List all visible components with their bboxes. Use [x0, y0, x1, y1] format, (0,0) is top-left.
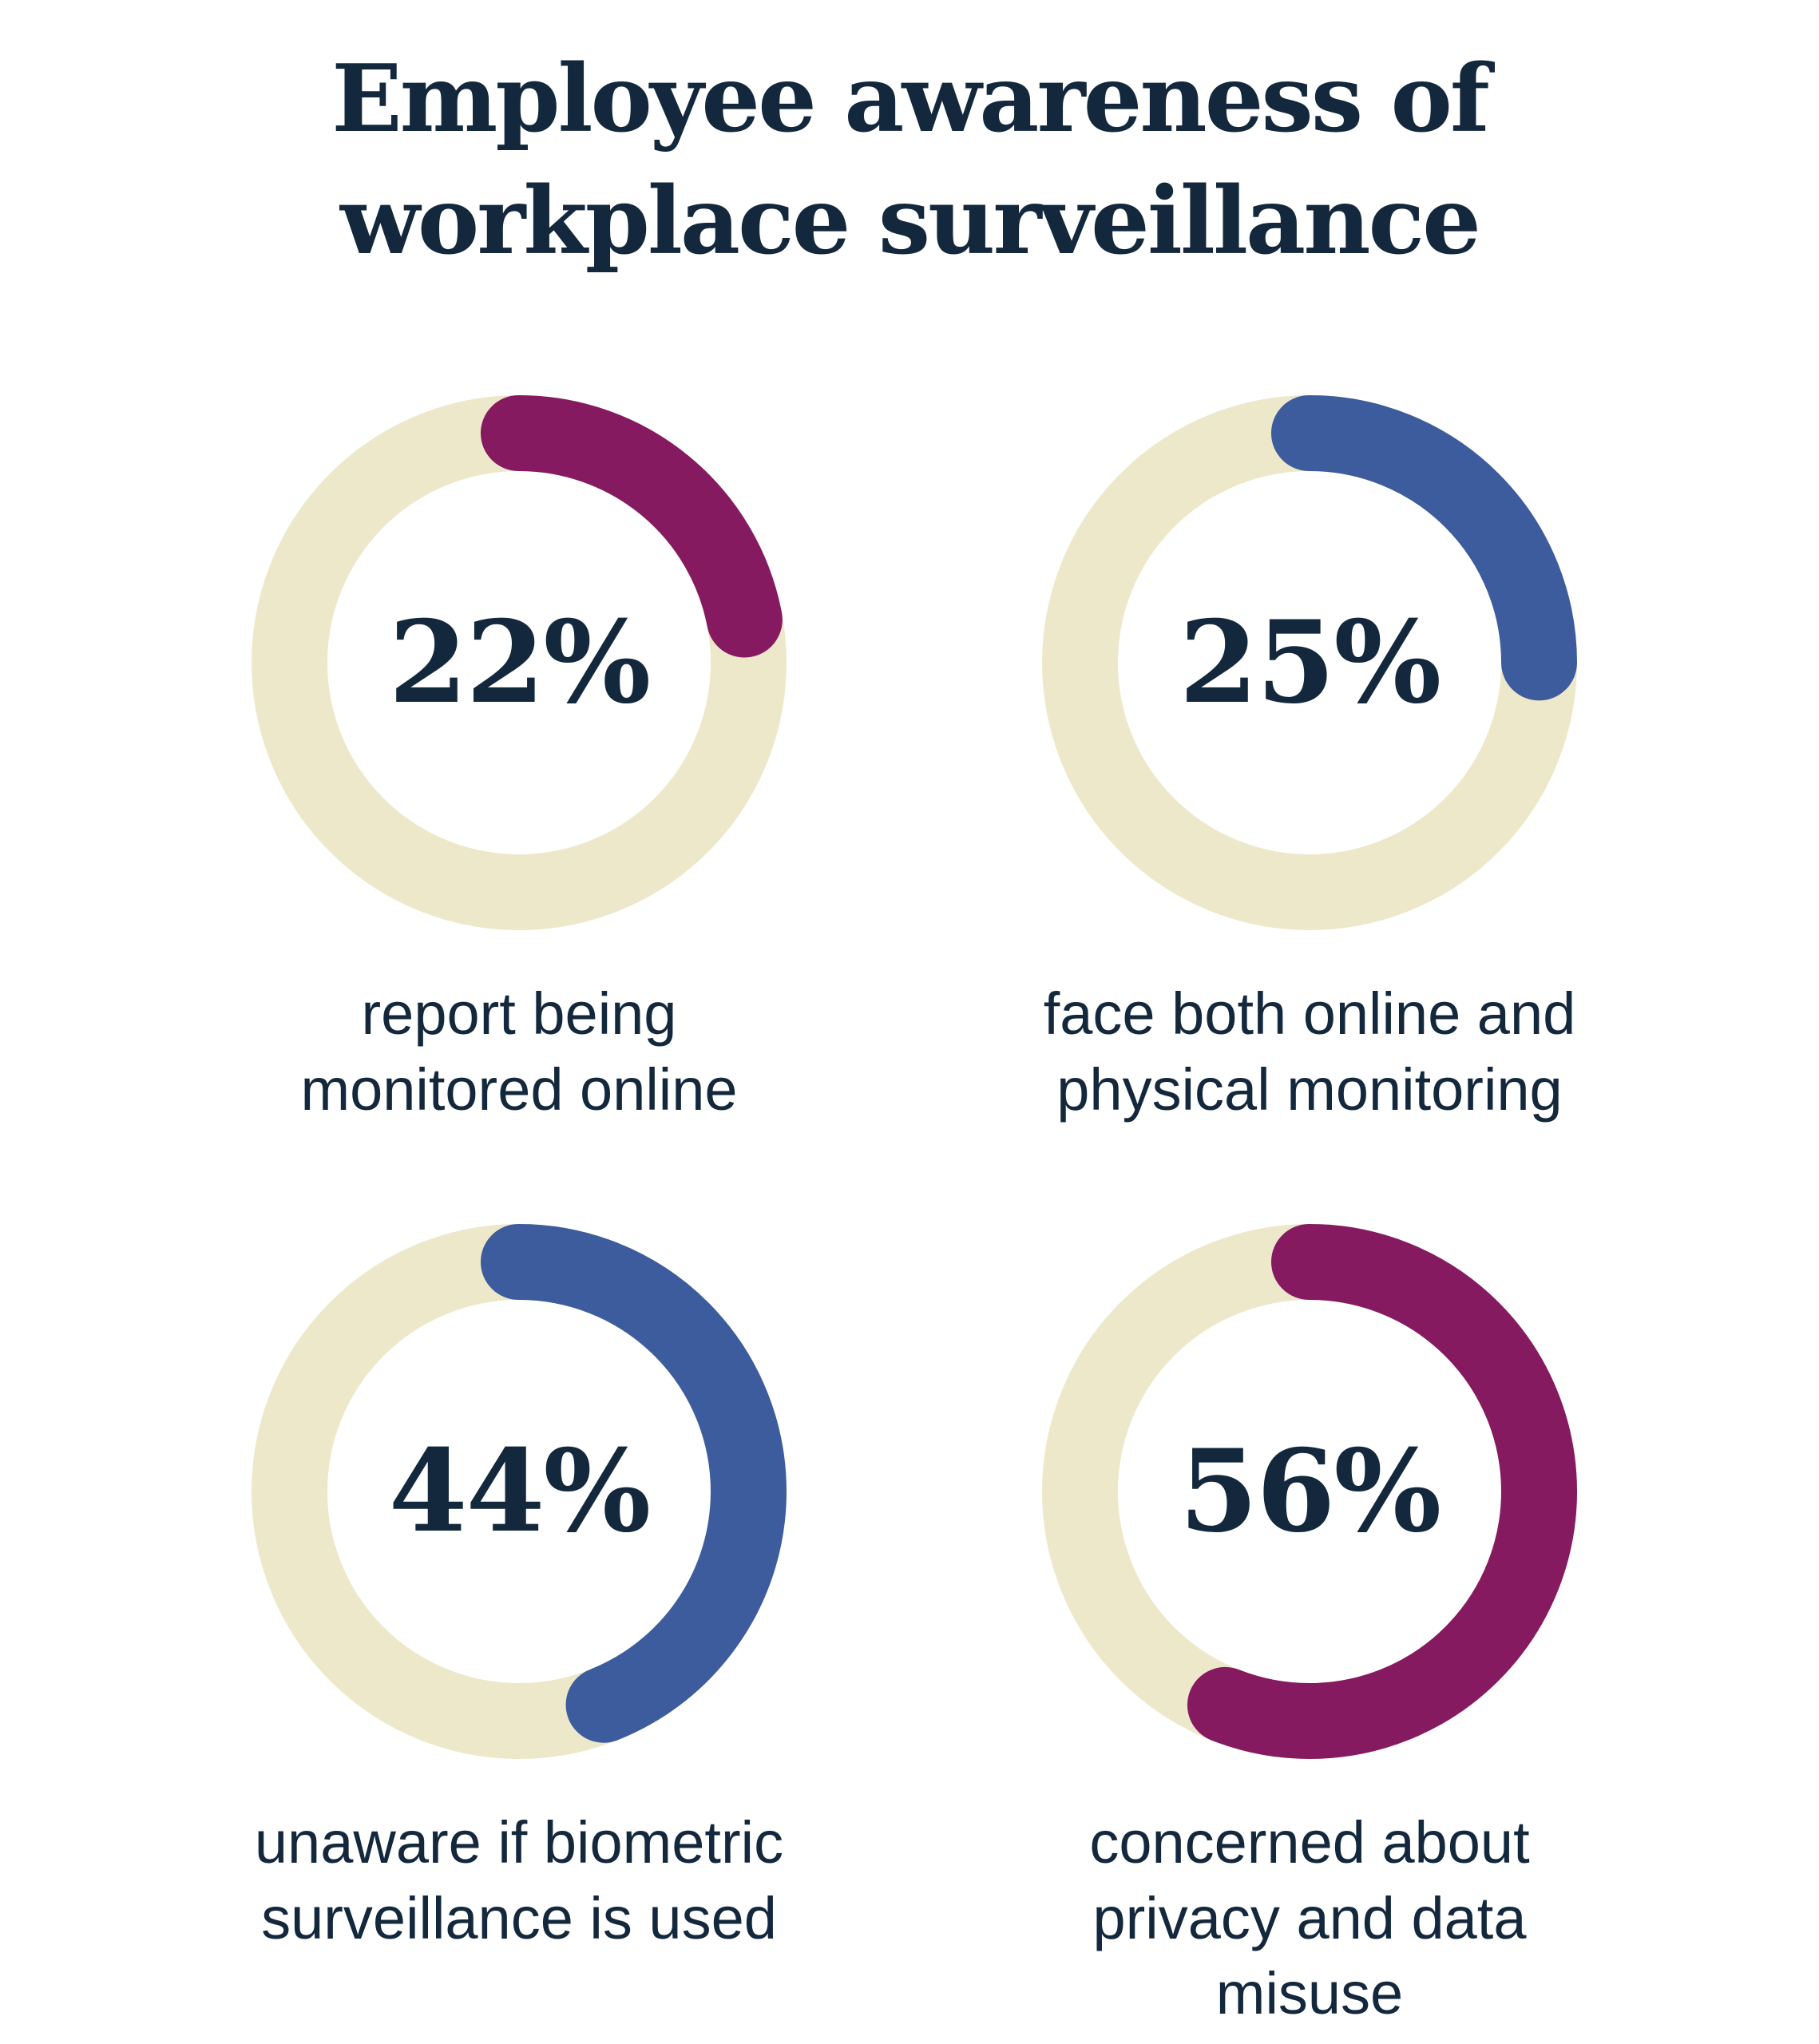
donut-ring: 22%: [252, 395, 787, 930]
donut-chart-online-physical-monitoring: 25% face both online and physical monitor…: [998, 395, 1621, 1127]
donut-caption: face both online and physical monitoring: [998, 976, 1621, 1127]
page-title-line-2: workplace surveillance: [340, 167, 1481, 276]
donut-arc: [252, 395, 787, 930]
percent-value: 25%: [1179, 596, 1442, 729]
donut-svg: [1042, 395, 1577, 930]
donut-arc: [1042, 1224, 1577, 1759]
percent-value: 56%: [1179, 1425, 1442, 1558]
percent-value: 44%: [388, 1425, 652, 1558]
caption-line-2: monitored online: [300, 1056, 738, 1123]
page-title: Employee awareness of workplace surveilla…: [0, 38, 1819, 283]
donut-caption: concerned about privacy and data misuse: [998, 1805, 1621, 2032]
page-title-line-1: Employee awareness of: [331, 45, 1490, 153]
caption-line-1: report being: [361, 980, 677, 1047]
caption-line-2: physical monitoring: [1056, 1056, 1563, 1123]
caption-line-2: surveillance is used: [261, 1884, 777, 1951]
caption-line-1: unaware if biometric: [254, 1809, 784, 1876]
donut-svg: [252, 1224, 787, 1759]
caption-line-1: face both online and: [1043, 980, 1576, 1047]
donut-arc: [252, 1224, 787, 1759]
donut-ring: 56%: [1042, 1224, 1577, 1759]
donut-svg: [1042, 1224, 1577, 1759]
donut-chart-monitored-online: 22% report being monitored online: [208, 395, 830, 1127]
donut-caption: unaware if biometric surveillance is used: [208, 1805, 830, 1956]
donut-ring: 25%: [1042, 395, 1577, 930]
donut-arc: [1042, 395, 1577, 930]
donut-caption: report being monitored online: [208, 976, 830, 1127]
caption-line-1: concerned about: [1089, 1809, 1530, 1876]
percent-value: 22%: [388, 596, 652, 729]
caption-line-2: privacy and data misuse: [1092, 1884, 1527, 2027]
donut-chart-privacy-data-misuse: 56% concerned about privacy and data misu…: [998, 1224, 1621, 2032]
donut-ring: 44%: [252, 1224, 787, 1759]
donut-svg: [252, 395, 787, 930]
donut-chart-biometric-surveillance: 44% unaware if biometric surveillance is …: [208, 1224, 830, 1956]
